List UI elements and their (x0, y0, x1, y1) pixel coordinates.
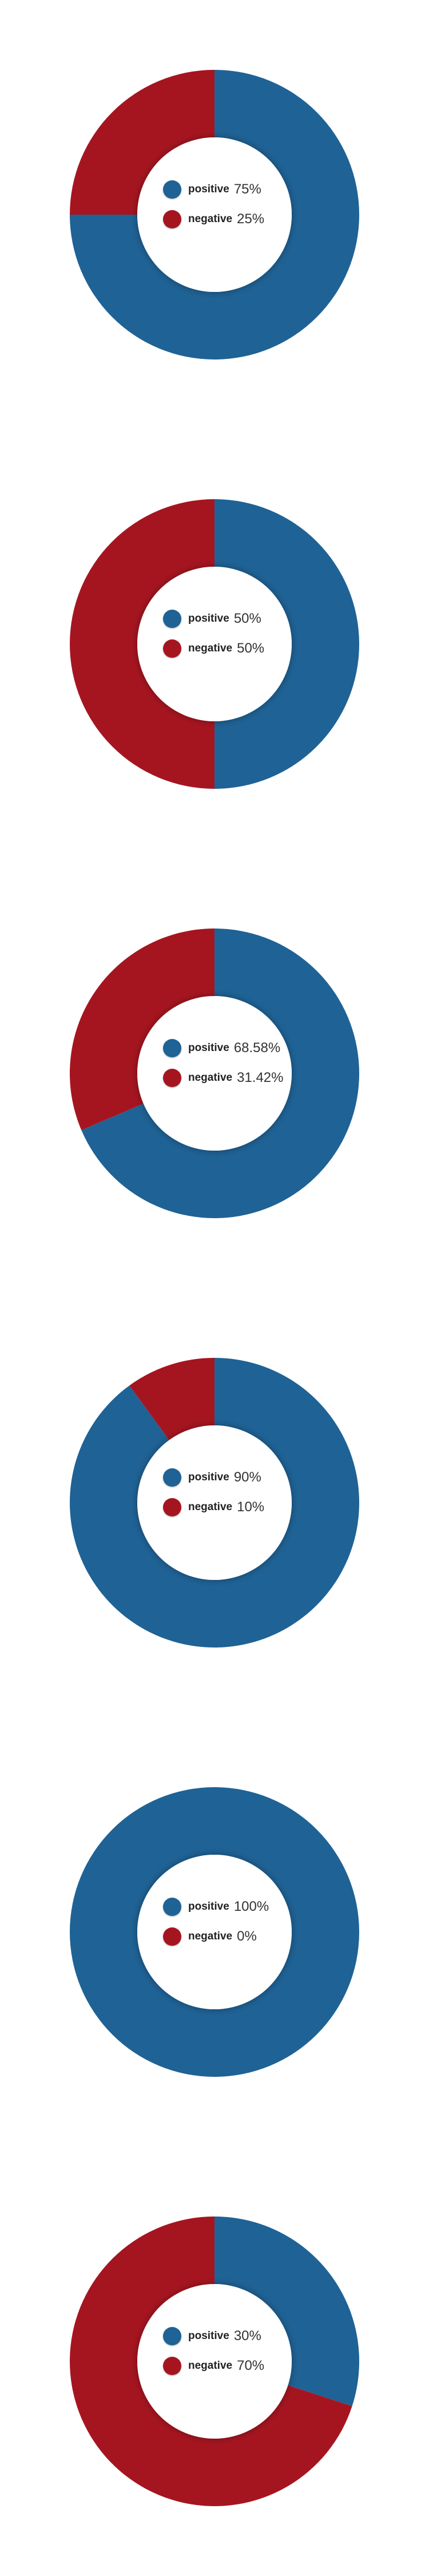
legend-swatch-icon (163, 610, 181, 628)
legend-entry-positive[interactable]: positive 50% (163, 604, 277, 634)
donut-hole (137, 2284, 292, 2439)
chart-legend: positive 90% negative 10% (163, 1463, 277, 1522)
legend-swatch-icon (163, 210, 181, 228)
chart-legend: positive 50% negative 50% (163, 604, 277, 663)
legend-label: negative (188, 642, 233, 654)
legend-label: positive (188, 1042, 229, 1054)
donut-hole (137, 1425, 292, 1580)
legend-label: negative (188, 1072, 233, 1084)
donut-chart: positive 90% negative 10% (0, 1288, 429, 1717)
slice-negative[interactable] (69, 2217, 352, 2506)
legend-value-label: 50% (237, 641, 265, 656)
legend-label: positive (188, 2330, 229, 2342)
donut-chart-svg (70, 70, 359, 359)
donut-hole (137, 137, 292, 292)
legend-value-label: 70% (237, 2358, 265, 2373)
donut-chart: positive 68.58% negative 31.42% (0, 859, 429, 1288)
slice-positive[interactable] (70, 70, 359, 359)
legend-label: positive (188, 1901, 229, 1913)
legend-swatch-icon (163, 1468, 181, 1487)
donut-chart-svg (70, 1787, 359, 2077)
legend-swatch-icon (163, 639, 181, 658)
slice-negative[interactable] (70, 499, 214, 789)
donut-hole (137, 996, 292, 1151)
chart-legend: positive 30% negative 70% (163, 2321, 277, 2381)
legend-entry-positive[interactable]: positive 90% (163, 1463, 277, 1492)
legend-swatch-icon (163, 1898, 181, 1916)
legend-value-label: 0% (237, 1929, 257, 1944)
slice-negative[interactable] (70, 929, 214, 1131)
slice-negative[interactable] (129, 1358, 214, 1440)
donut-chart-svg (70, 499, 359, 789)
legend-entry-negative[interactable]: negative 10% (163, 1492, 277, 1522)
chart-legend: positive 100% negative 0% (163, 1892, 277, 1951)
legend-value-label: 68.58% (233, 1040, 281, 1056)
legend-entry-negative[interactable]: negative 0% (163, 1922, 277, 1951)
legend-label: negative (188, 1501, 233, 1513)
legend-swatch-icon (163, 1069, 181, 1087)
slice-positive[interactable] (69, 1358, 359, 1647)
legend-value-label: 30% (233, 2328, 261, 2344)
legend-entry-negative[interactable]: negative 31.42% (163, 1063, 284, 1093)
legend-entry-positive[interactable]: positive 75% (163, 175, 277, 204)
legend-swatch-icon (163, 1927, 181, 1946)
legend-value-label: 90% (233, 1469, 261, 1485)
legend-label: negative (188, 2360, 233, 2372)
donut-hole (137, 1855, 292, 2009)
donut-hole (137, 567, 292, 721)
legend-value-label: 50% (233, 611, 261, 626)
slice-negative[interactable] (70, 70, 214, 215)
slice-positive[interactable] (81, 929, 360, 1218)
legend-label: positive (188, 1471, 229, 1483)
legend-label: negative (188, 1930, 233, 1942)
donut-chart-svg (70, 929, 360, 1218)
legend-value-label: 31.42% (237, 1070, 284, 1085)
legend-swatch-icon (163, 1498, 181, 1516)
legend-swatch-icon (163, 1039, 181, 1057)
legend-swatch-icon (163, 2357, 181, 2375)
legend-entry-positive[interactable]: positive 30% (163, 2321, 277, 2351)
legend-label: positive (188, 183, 229, 195)
legend-value-label: 75% (233, 181, 261, 197)
legend-entry-negative[interactable]: negative 70% (163, 2351, 277, 2381)
legend-entry-negative[interactable]: negative 50% (163, 634, 277, 663)
chart-legend: positive 75% negative 25% (163, 175, 277, 234)
donut-chart: positive 30% negative 70% (0, 2147, 429, 2576)
slice-positive[interactable] (214, 2217, 359, 2407)
donut-chart: positive 50% negative 50% (0, 429, 429, 859)
legend-value-label: 10% (237, 1499, 265, 1515)
legend-value-label: 25% (237, 211, 265, 227)
legend-value-label: 100% (233, 1899, 269, 1914)
legend-entry-positive[interactable]: positive 100% (163, 1892, 277, 1922)
donut-chart: positive 75% negative 25% (0, 0, 429, 429)
slice-positive[interactable] (70, 1787, 359, 2077)
donut-chart-svg (69, 2217, 359, 2506)
legend-entry-negative[interactable]: negative 25% (163, 204, 277, 234)
legend-swatch-icon (163, 2327, 181, 2345)
legend-label: positive (188, 613, 229, 625)
slice-positive[interactable] (214, 499, 359, 789)
chart-legend: positive 68.58% negative 31.42% (163, 1033, 284, 1093)
donut-chart: positive 100% negative 0% (0, 1717, 429, 2147)
legend-entry-positive[interactable]: positive 68.58% (163, 1033, 281, 1063)
donut-chart-svg (69, 1358, 359, 1647)
legend-label: negative (188, 213, 233, 225)
legend-swatch-icon (163, 180, 181, 199)
